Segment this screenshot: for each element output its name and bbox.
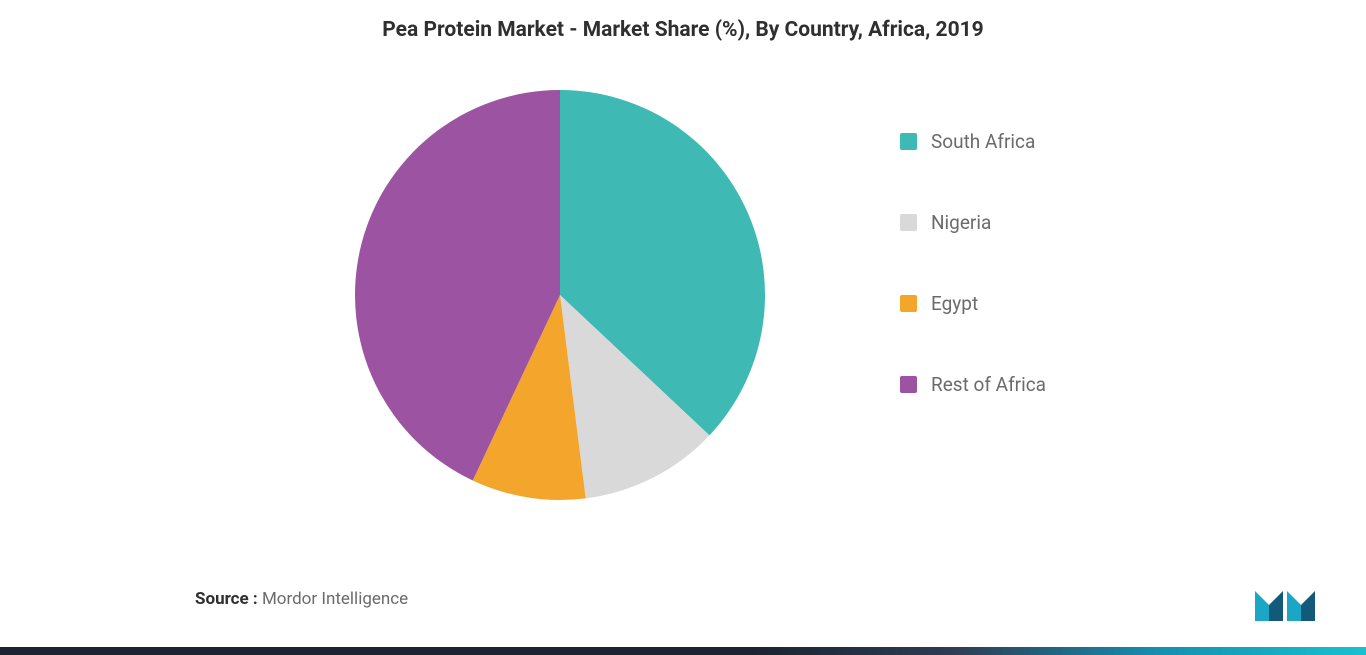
legend-item: Nigeria	[900, 211, 1046, 234]
chart-title: Pea Protein Market - Market Share (%), B…	[0, 18, 1366, 42]
source-label: Source :	[195, 589, 258, 609]
brand-logo	[1251, 581, 1321, 625]
legend-swatch	[900, 133, 917, 150]
pie-chart	[350, 85, 770, 505]
legend-item: Egypt	[900, 292, 1046, 315]
chart-legend: South Africa Nigeria Egypt Rest of Africa	[900, 130, 1046, 396]
legend-item: Rest of Africa	[900, 373, 1046, 396]
legend-label: Nigeria	[931, 211, 991, 234]
legend-label: Rest of Africa	[931, 373, 1046, 396]
legend-label: Egypt	[931, 292, 978, 315]
legend-swatch	[900, 376, 917, 393]
legend-label: South Africa	[931, 130, 1035, 153]
source-value: Mordor Intelligence	[262, 589, 408, 609]
legend-swatch	[900, 295, 917, 312]
footer-gradient-bar	[0, 647, 1366, 655]
legend-swatch	[900, 214, 917, 231]
source-citation: Source : Mordor Intelligence	[195, 589, 408, 609]
legend-item: South Africa	[900, 130, 1046, 153]
